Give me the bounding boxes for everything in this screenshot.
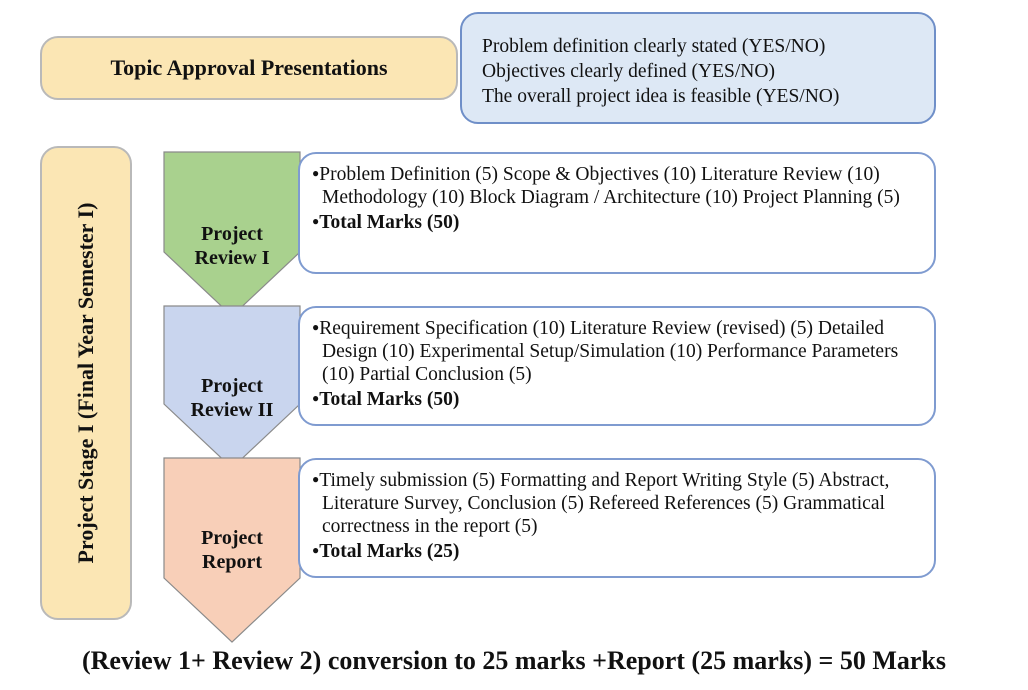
bullet-icon: ● [312, 320, 320, 334]
review-1-label: Project Review I [170, 222, 294, 270]
bullet-icon: ● [312, 166, 320, 180]
criteria-item: The overall project idea is feasible (YE… [482, 86, 840, 107]
review-1-total: Total Marks (50) [319, 212, 460, 233]
project-stage-box: Project Stage I (Final Year Semester I) [40, 146, 132, 620]
review-1-label-line2: Review I [194, 247, 270, 269]
topic-approval-box: Topic Approval Presentations [40, 36, 458, 100]
review-2-items-para: ●Requirement Specification (10) Literatu… [312, 316, 924, 386]
report-details: ●Timely submission (5) Formatting and Re… [298, 458, 936, 578]
review-1-details: ●Problem Definition (5) Scope & Objectiv… [298, 152, 936, 274]
marks-formula: (Review 1+ Review 2) conversion to 25 ma… [81, 646, 947, 675]
bullet-icon: ● [312, 214, 320, 228]
approval-criteria-box: Problem definition clearly stated (YES/N… [460, 12, 936, 124]
review-2-label-line1: Project [201, 375, 263, 397]
bullet-icon: ● [312, 543, 320, 557]
review-1-chevron [163, 151, 301, 317]
report-chevron [163, 457, 301, 643]
topic-approval-title: Topic Approval Presentations [110, 55, 388, 80]
report-label-line2: Report [202, 551, 262, 573]
report-label: Project Report [170, 526, 294, 574]
bullet-icon: ● [312, 391, 320, 405]
review-2-total: Total Marks (50) [319, 389, 460, 410]
report-total-row: ●Total Marks (25) [312, 539, 924, 563]
review-1-total-row: ●Total Marks (50) [312, 210, 924, 234]
review-1-items: Problem Definition (5) Scope & Objective… [319, 164, 900, 208]
review-2-label-line2: Review II [190, 399, 274, 421]
review-2-label: Project Review II [170, 374, 294, 422]
report-total: Total Marks (25) [319, 541, 460, 562]
report-items: Timely submission (5) Formatting and Rep… [319, 470, 890, 537]
review-2-total-row: ●Total Marks (50) [312, 387, 924, 411]
review-2-details: ●Requirement Specification (10) Literatu… [298, 306, 936, 426]
bullet-icon: ● [312, 472, 320, 486]
criteria-item: Problem definition clearly stated (YES/N… [482, 36, 826, 57]
review-2-items: Requirement Specification (10) Literatur… [319, 318, 899, 385]
report-label-line1: Project [201, 527, 263, 549]
review-1-label-line1: Project [201, 223, 263, 245]
review-1-items-para: ●Problem Definition (5) Scope & Objectiv… [312, 162, 924, 209]
report-items-para: ●Timely submission (5) Formatting and Re… [312, 468, 924, 538]
criteria-item: Objectives clearly defined (YES/NO) [482, 61, 775, 82]
